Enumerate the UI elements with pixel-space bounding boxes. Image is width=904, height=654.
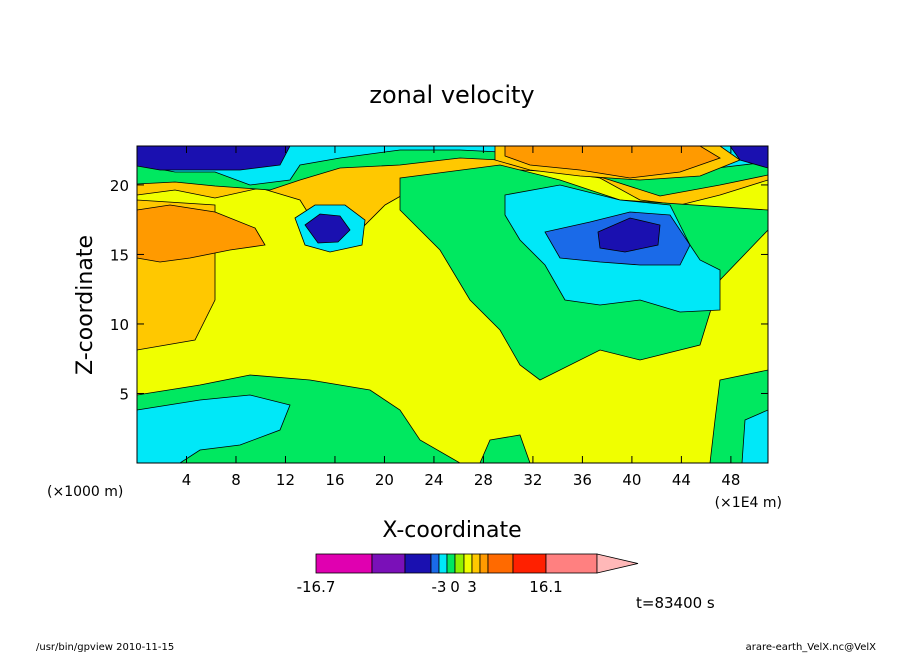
colorbar-label: -16.7 (297, 578, 336, 596)
colorbar-segment (404, 553, 432, 574)
y-tick-label: 20 (110, 177, 129, 195)
colorbar-segment (545, 553, 598, 574)
time-label: t=83400 s (636, 594, 715, 612)
colorbar-segment (463, 553, 473, 574)
chart-title: zonal velocity (369, 81, 534, 109)
velocity-field (137, 146, 768, 463)
x-tick-label: 44 (672, 471, 691, 489)
z-unit-label: (×1000 m) (47, 484, 123, 500)
colorbar-segment (512, 553, 547, 574)
x-unit-label: (×1E4 m) (715, 495, 782, 511)
x-tick-label: 12 (276, 471, 295, 489)
colorbar-segment (446, 553, 456, 574)
colorbar-segment (454, 553, 465, 574)
colorbar-segment (430, 553, 440, 574)
colorbar-segment (487, 553, 514, 574)
x-axis-ticks: 4 8 12 16 20 24 28 32 36 40 44 48 (182, 146, 740, 489)
field-right-deep-blue (597, 217, 661, 253)
colorbar-segment (371, 553, 406, 574)
x-tick-label: 32 (523, 471, 542, 489)
colorbar-label: 16.1 (529, 578, 562, 596)
colorbar-extension (596, 553, 639, 574)
field-bottom-green (479, 434, 531, 463)
y-axis-ticks: 5 10 15 20 (110, 177, 768, 403)
colorbar (315, 553, 639, 574)
x-tick-label: 28 (474, 471, 493, 489)
field-right-lower-cyan (741, 409, 768, 463)
colorbar-segment (479, 553, 489, 574)
colorbar-label: 3 (467, 578, 477, 596)
footer-right: arare-earth_VelX.nc@VelX (746, 642, 877, 653)
x-tick-label: 24 (424, 471, 443, 489)
field-upper-deep-orange (504, 146, 721, 179)
colorbar-segment (315, 553, 373, 574)
x-tick-label: 48 (721, 471, 740, 489)
colorbar-segment (438, 553, 448, 574)
field-lower-cyan (137, 394, 291, 463)
x-axis-label: X-coordinate (382, 518, 521, 543)
x-tick-label: 4 (182, 471, 192, 489)
plot-frame (136, 145, 769, 464)
y-tick-label: 10 (110, 316, 129, 334)
y-tick-label: 15 (110, 246, 129, 264)
footer-left: /usr/bin/gpview 2010-11-15 (36, 642, 174, 653)
colorbar-label: -3 (432, 578, 447, 596)
colorbar-labels: -16.7 -3 0 3 16.1 (297, 578, 563, 596)
colorbar-segment (471, 553, 481, 574)
field-left-deep-orange (137, 204, 266, 263)
y-axis-label: Z-coordinate (73, 235, 98, 375)
x-tick-label: 8 (231, 471, 241, 489)
field-vortex-blue (304, 213, 351, 244)
field-upper-right-blue (729, 146, 768, 169)
x-tick-label: 40 (622, 471, 641, 489)
colorbar-label: 0 (450, 578, 460, 596)
y-tick-label: 5 (119, 385, 129, 403)
x-tick-label: 36 (573, 471, 592, 489)
x-tick-label: 20 (375, 471, 394, 489)
field-upper-blue (137, 146, 291, 171)
x-tick-label: 16 (325, 471, 344, 489)
